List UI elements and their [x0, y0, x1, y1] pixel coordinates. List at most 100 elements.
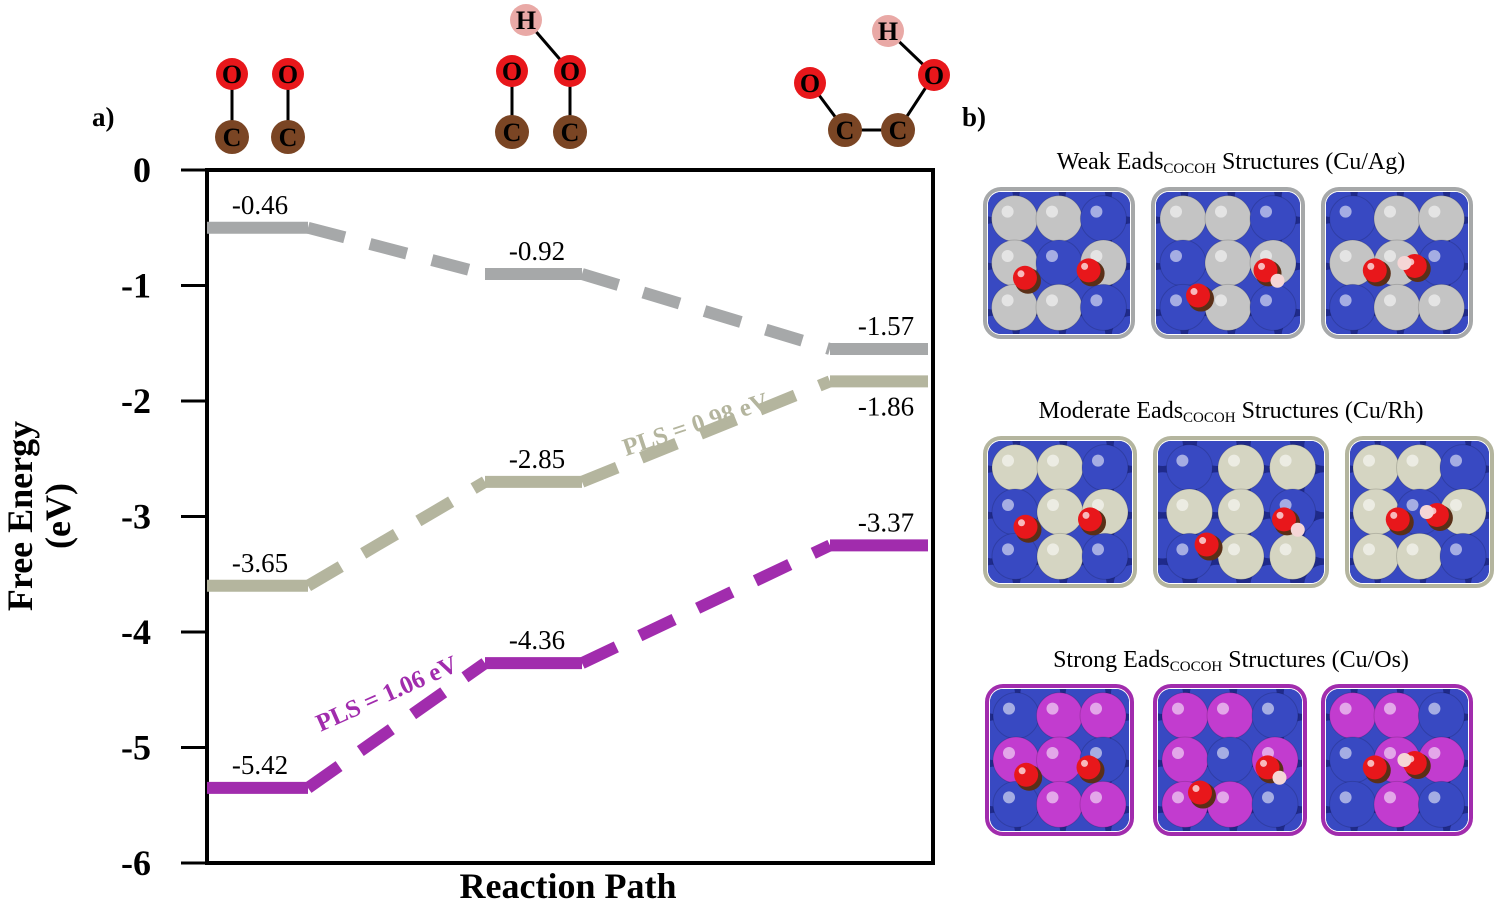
structure-tile [985, 684, 1134, 836]
atom-highlight [1176, 543, 1189, 556]
oxygen-atom [272, 58, 304, 90]
atom-highlight [1367, 262, 1375, 270]
atom-highlight [1384, 294, 1396, 307]
atom-highlight [1384, 702, 1396, 715]
energy-value-label: -4.36 [509, 625, 565, 655]
atom-highlight [1450, 543, 1462, 556]
atom-highlight [1046, 294, 1058, 307]
atom-highlight [1002, 543, 1014, 556]
oxygen-atom [1188, 780, 1212, 805]
atom-highlight [1428, 702, 1441, 715]
intermediate-state-2: H O O C C [495, 4, 587, 149]
alloy-atom [1036, 488, 1084, 536]
energy-value-label: -5.42 [232, 750, 288, 780]
atom-highlight [1001, 205, 1014, 218]
atom-highlight [1047, 543, 1059, 556]
atom-label: C [561, 118, 580, 147]
atom-highlight [1339, 747, 1352, 759]
y-tick-label: -4 [121, 612, 151, 652]
alloy-atom [1165, 488, 1213, 536]
alloy-atom [1373, 283, 1421, 331]
atom-highlight [1450, 454, 1462, 467]
atom-highlight [1003, 702, 1015, 715]
oxygen-atom [1186, 283, 1210, 308]
alloy-atom [1161, 692, 1209, 740]
atom-highlight [1260, 294, 1272, 307]
atom-highlight [1339, 791, 1352, 804]
atom-highlight [1172, 791, 1184, 804]
energy-value-label: -3.65 [232, 548, 288, 578]
atom-highlight [1172, 747, 1184, 759]
y-tick-label: -3 [121, 497, 151, 537]
atom-highlight [1176, 454, 1189, 467]
copper-atom [1329, 283, 1377, 331]
atom-label: C [889, 116, 908, 145]
energy-value-label: -3.37 [858, 507, 914, 537]
carbon-atom [881, 113, 915, 147]
alloy-atom [1206, 780, 1254, 828]
group-title-text: Structures (Cu/Rh) [1236, 398, 1424, 424]
copper-atom [1196, 564, 1237, 583]
alloy-atom [1396, 444, 1443, 492]
oxygen-atom [1013, 514, 1038, 539]
atom-label: O [924, 61, 944, 90]
atom-highlight [1090, 747, 1102, 759]
atom-highlight [1092, 499, 1104, 511]
alloy-atom [1079, 780, 1127, 828]
atom-highlight [1406, 499, 1419, 511]
energy-value-label: -0.92 [509, 236, 565, 266]
copper-atom [1470, 564, 1489, 583]
atom-highlight [1017, 270, 1025, 278]
atom-highlight [1384, 205, 1396, 218]
atom-highlight [1003, 791, 1015, 804]
alloy-atom [1036, 780, 1083, 828]
oxygen-atom [1194, 532, 1219, 557]
copper-atom [1111, 315, 1130, 334]
structure-tile [1151, 187, 1305, 339]
atom-highlight [1170, 205, 1182, 218]
y-tick-label: -5 [121, 728, 151, 768]
atom-highlight [1190, 288, 1198, 296]
copper-atom [1206, 736, 1254, 784]
copper-atom [1417, 692, 1465, 740]
alloy-atom [1204, 239, 1252, 287]
structure-tile [1153, 436, 1329, 588]
hydrogen-atom [1397, 753, 1412, 767]
oxygen-atom [216, 58, 248, 90]
hydrogen-atom [872, 15, 904, 47]
carbon-atom [828, 113, 862, 147]
structure-tiles [983, 187, 1494, 836]
atom-label: H [516, 6, 536, 35]
atom-highlight [1046, 791, 1059, 804]
hydrogen-atom [510, 4, 542, 36]
panel-b-label: b) [962, 102, 986, 132]
atom-label: O [222, 60, 242, 89]
copper-atom [1110, 812, 1129, 831]
atom-highlight [1339, 205, 1352, 218]
group-title-subscript: COCOH [1183, 410, 1236, 426]
carbon-atom [553, 115, 587, 149]
hydrogen-atom [1419, 505, 1434, 519]
y-tick-label: -6 [121, 843, 151, 883]
alloy-atom [1036, 692, 1083, 740]
energy-series [207, 375, 928, 592]
alloy-atom [1373, 692, 1421, 740]
atom-highlight [1406, 543, 1419, 556]
atom-highlight [1384, 747, 1396, 759]
atom-highlight [1081, 262, 1089, 270]
structure-tile [983, 436, 1137, 588]
copper-atom [1449, 812, 1468, 831]
atom-highlight [1018, 519, 1025, 527]
copper-atom [1329, 780, 1377, 828]
atom-highlight [1090, 294, 1103, 307]
copper-atom [1251, 692, 1299, 740]
structure-tile [1153, 684, 1307, 836]
atom-highlight [1170, 250, 1182, 262]
energy-transition [579, 375, 833, 488]
y-axis-ticks: 0 -1 -2 -3 -4 -5 -6 [121, 150, 207, 883]
oxygen-atom [794, 67, 826, 99]
energy-value-label: -2.85 [509, 444, 565, 474]
atom-highlight [1082, 511, 1090, 519]
energy-value-label: -0.46 [232, 190, 288, 220]
